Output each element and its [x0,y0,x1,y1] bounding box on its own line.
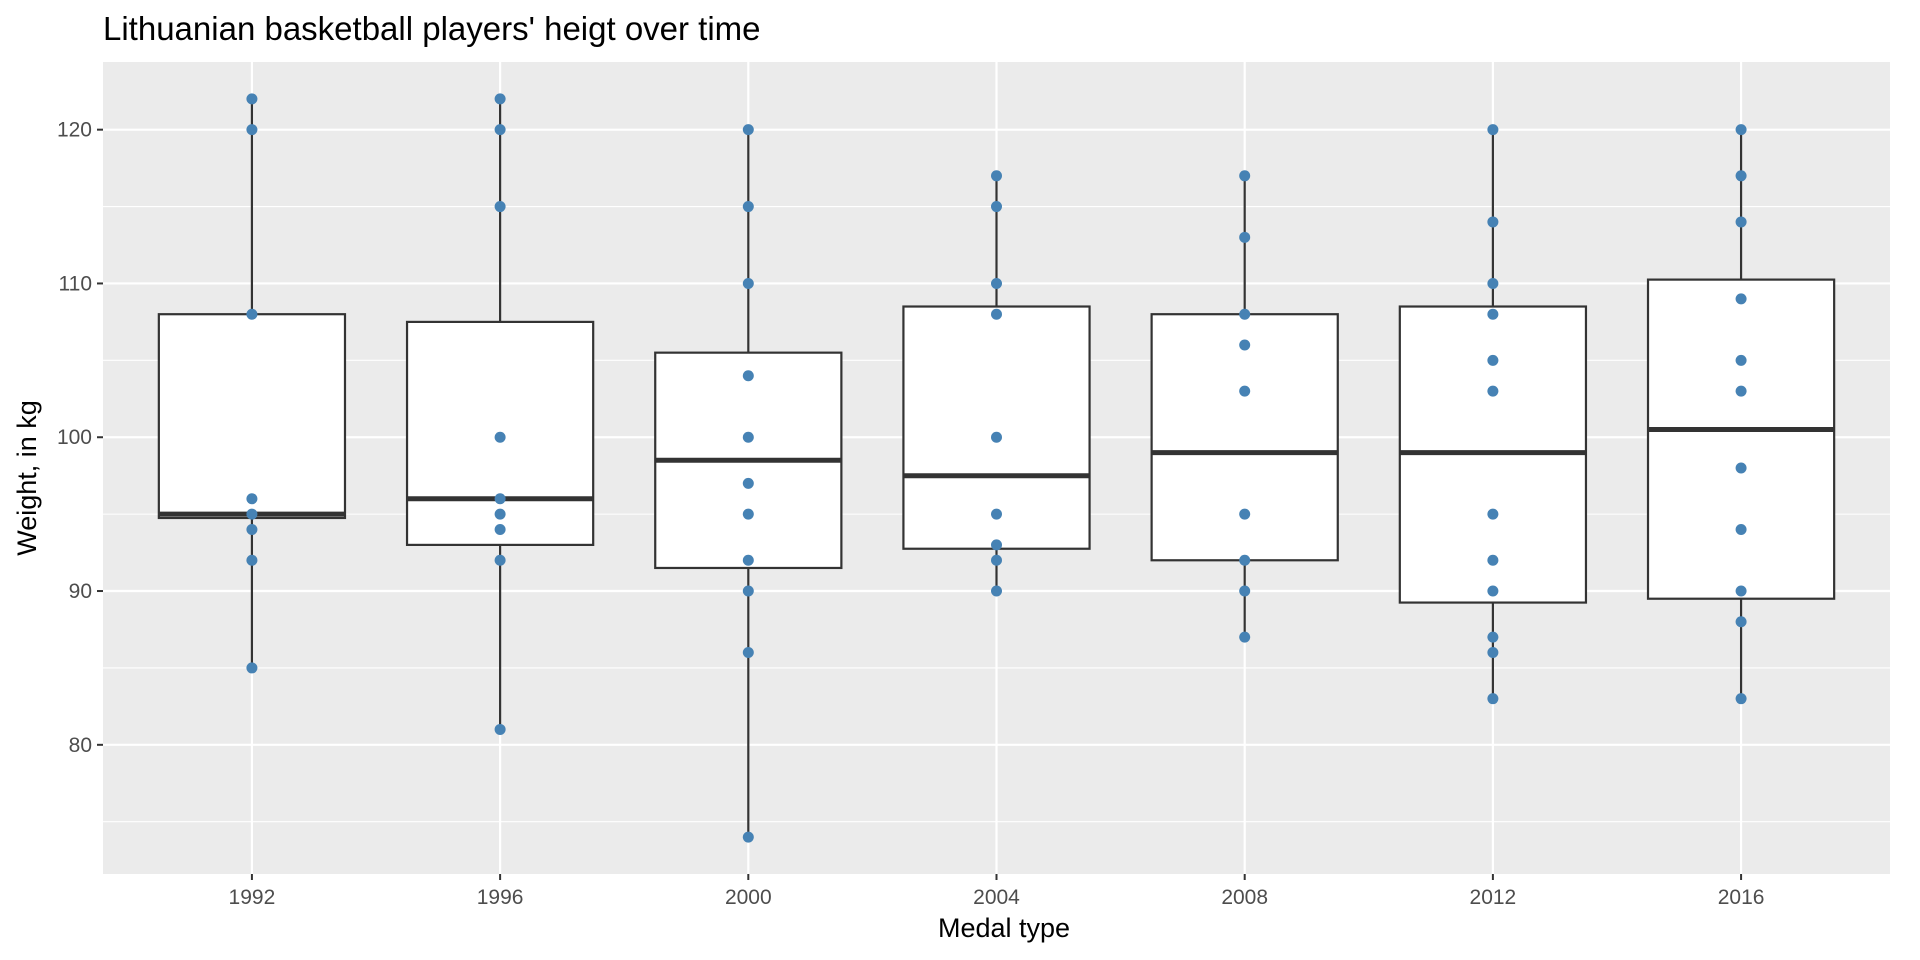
data-point [991,308,1002,320]
data-point [1735,216,1747,228]
x-tick-label: 2004 [973,886,1020,909]
x-tick-label: 2016 [1718,886,1765,909]
data-point [1239,231,1251,243]
data-point [246,493,258,505]
data-point [1487,354,1499,366]
box-2016 [1646,129,1836,699]
data-point [1735,293,1747,305]
data-point [494,431,506,443]
data-point [1239,308,1251,320]
data-point [494,201,506,213]
x-axis-title: Medal type [938,913,1070,943]
data-point [1239,631,1251,643]
data-point [494,508,506,520]
data-point [494,524,506,536]
data-point [1487,308,1499,320]
data-point [991,539,1002,551]
data-point [1735,124,1747,136]
data-point [1735,385,1747,397]
box-iqr [902,305,1091,550]
chart-title: Lithuanian basketball players' heigt ove… [103,10,761,47]
data-point [742,124,754,136]
data-point [742,647,754,659]
data-point [1487,585,1499,597]
data-point [742,508,754,520]
data-point [1239,385,1251,397]
data-point [246,308,258,320]
data-point [494,554,506,566]
data-point [494,493,506,505]
x-tick-label: 2012 [1470,886,1517,909]
x-axis: 1992 1996 2000 2004 2008 2012 2016 [229,874,1765,909]
data-point [1487,631,1499,643]
data-point [494,93,506,105]
data-point [991,277,1002,289]
data-point [494,723,506,735]
data-point [742,477,754,489]
data-point [1239,339,1251,351]
data-point [991,508,1002,520]
box-iqr [1646,278,1836,600]
data-point [742,431,754,443]
x-tick-label: 2000 [725,886,772,909]
data-point [1239,585,1251,597]
data-point [991,431,1002,443]
box-2004 [902,175,1091,592]
y-tick-label: 80 [69,734,92,757]
y-axis: 80 90 100 110 120 [57,119,103,757]
data-point [742,554,754,566]
data-point [1487,277,1499,289]
data-point [246,524,258,536]
y-axis-title: Weight, in kg [12,400,42,556]
data-point [246,508,258,520]
data-point [1487,124,1499,136]
x-tick-label: 1996 [477,886,524,909]
data-point [991,554,1002,566]
data-point [742,585,754,597]
data-point [1239,554,1251,566]
data-point [1239,508,1251,520]
data-point [991,201,1002,213]
y-tick-label: 120 [57,119,92,142]
data-point [1735,616,1747,628]
data-point [1735,524,1747,536]
data-point [246,554,258,566]
data-point [742,370,754,382]
y-tick-label: 90 [69,580,92,603]
data-point [1735,170,1747,182]
data-point [1487,508,1499,520]
x-tick-label: 2008 [1221,886,1268,909]
box-iqr [1150,313,1339,562]
data-point [1735,693,1747,705]
data-point [1487,693,1499,705]
data-point [1735,585,1747,597]
data-point [742,277,754,289]
boxes [157,98,1836,838]
data-point [991,170,1002,182]
data-point [1487,647,1499,659]
data-point [246,662,258,674]
data-point [742,831,754,843]
data-point [1735,354,1747,366]
data-point [1735,462,1747,474]
y-tick-label: 110 [59,272,92,295]
data-point [1487,385,1499,397]
data-point [1487,554,1499,566]
data-point [246,124,258,136]
x-tick-label: 1992 [229,886,276,909]
data-point [1487,216,1499,228]
box-2000 [654,129,843,838]
y-tick-label: 100 [57,426,92,449]
data-points [246,93,1747,843]
data-point [991,585,1002,597]
data-point [246,93,258,105]
box-iqr [157,313,347,520]
data-point [494,124,506,136]
data-point [1239,170,1251,182]
data-point [742,201,754,213]
